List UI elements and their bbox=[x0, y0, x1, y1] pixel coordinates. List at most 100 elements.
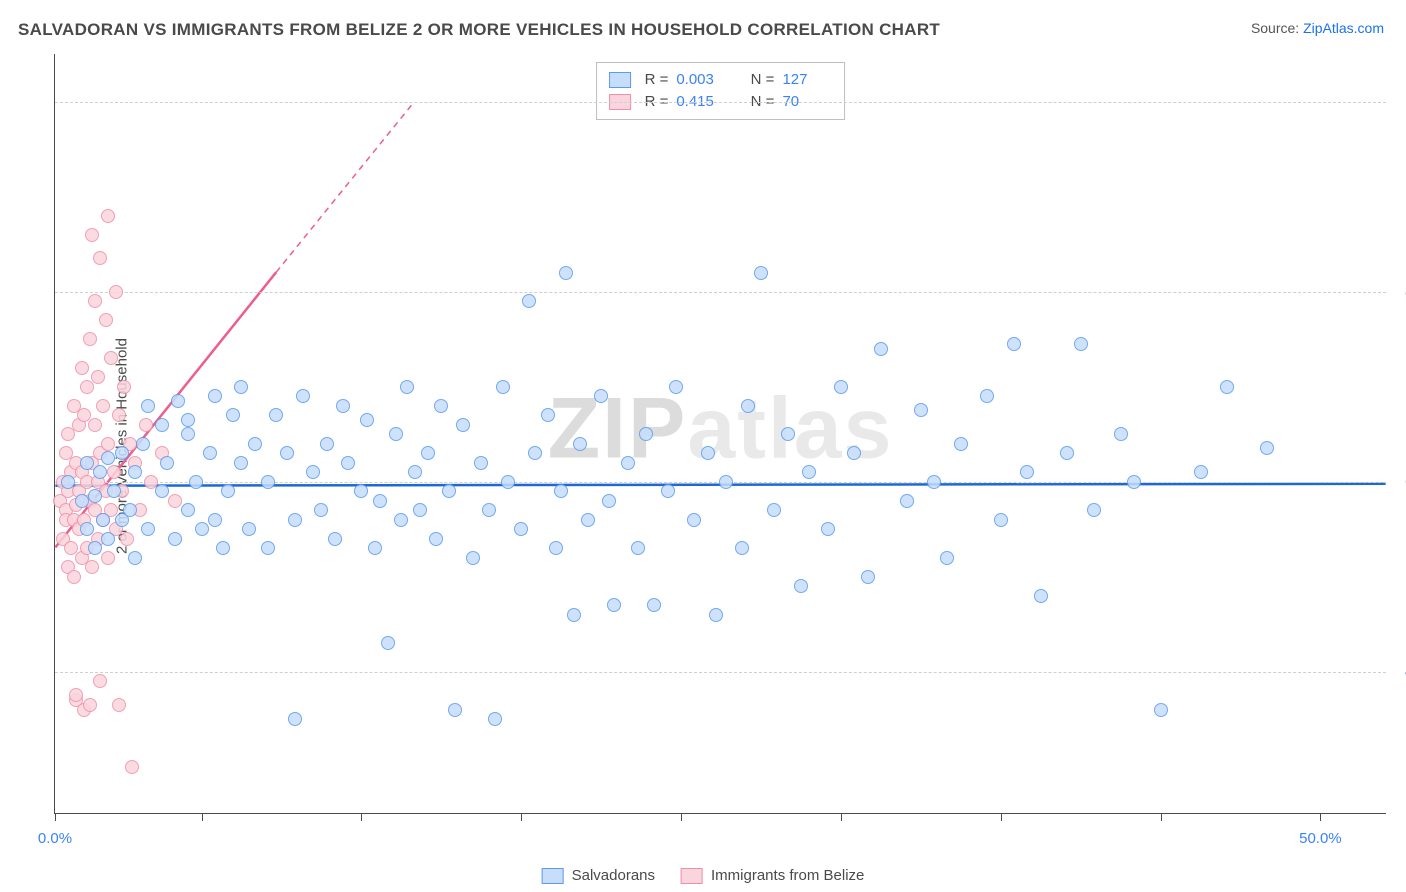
data-point-salvadoran bbox=[296, 389, 310, 403]
data-point-salvadoran bbox=[280, 446, 294, 460]
source-link[interactable]: ZipAtlas.com bbox=[1303, 20, 1384, 36]
legend-n-value: 127 bbox=[782, 69, 832, 91]
data-point-salvadoran bbox=[181, 413, 195, 427]
data-point-salvadoran bbox=[687, 513, 701, 527]
data-point-salvadoran bbox=[128, 551, 142, 565]
data-point-belize bbox=[88, 294, 102, 308]
data-point-salvadoran bbox=[341, 456, 355, 470]
chart-title: SALVADORAN VS IMMIGRANTS FROM BELIZE 2 O… bbox=[18, 20, 940, 40]
data-point-salvadoran bbox=[602, 494, 616, 508]
data-point-salvadoran bbox=[208, 389, 222, 403]
data-point-salvadoran bbox=[994, 513, 1008, 527]
data-point-salvadoran bbox=[216, 541, 230, 555]
data-point-salvadoran bbox=[567, 608, 581, 622]
data-point-belize bbox=[83, 332, 97, 346]
data-point-salvadoran bbox=[421, 446, 435, 460]
data-point-salvadoran bbox=[107, 484, 121, 498]
x-tick bbox=[681, 813, 682, 821]
data-point-salvadoran bbox=[496, 380, 510, 394]
data-point-salvadoran bbox=[1194, 465, 1208, 479]
y-tick-label: 80.0% bbox=[1391, 283, 1406, 300]
data-point-salvadoran bbox=[1087, 503, 1101, 517]
data-point-belize bbox=[99, 313, 113, 327]
legend-item: Immigrants from Belize bbox=[681, 867, 864, 884]
data-point-salvadoran bbox=[226, 408, 240, 422]
data-point-salvadoran bbox=[709, 608, 723, 622]
data-point-salvadoran bbox=[874, 342, 888, 356]
data-point-salvadoran bbox=[434, 399, 448, 413]
x-tick bbox=[202, 813, 203, 821]
data-point-salvadoran bbox=[101, 532, 115, 546]
data-point-salvadoran bbox=[669, 380, 683, 394]
data-point-belize bbox=[168, 494, 182, 508]
x-tick bbox=[361, 813, 362, 821]
data-point-salvadoran bbox=[1154, 703, 1168, 717]
data-point-salvadoran bbox=[242, 522, 256, 536]
data-point-salvadoran bbox=[389, 427, 403, 441]
data-point-salvadoran bbox=[1060, 446, 1074, 460]
legend-label: Immigrants from Belize bbox=[711, 867, 864, 884]
x-tick-label: 50.0% bbox=[1299, 830, 1342, 847]
data-point-belize bbox=[120, 532, 134, 546]
data-point-salvadoran bbox=[474, 456, 488, 470]
data-point-salvadoran bbox=[847, 446, 861, 460]
data-point-salvadoran bbox=[456, 418, 470, 432]
data-point-belize bbox=[139, 418, 153, 432]
data-point-salvadoran bbox=[141, 399, 155, 413]
data-point-salvadoran bbox=[400, 380, 414, 394]
legend-r-label: R = bbox=[645, 69, 669, 91]
legend-r-value: 0.003 bbox=[676, 69, 726, 91]
data-point-salvadoran bbox=[373, 494, 387, 508]
data-point-salvadoran bbox=[168, 532, 182, 546]
data-point-salvadoran bbox=[940, 551, 954, 565]
data-point-belize bbox=[93, 674, 107, 688]
data-point-salvadoran bbox=[900, 494, 914, 508]
data-point-salvadoran bbox=[203, 446, 217, 460]
data-point-salvadoran bbox=[607, 598, 621, 612]
legend-swatch bbox=[542, 868, 564, 884]
legend-n-label: N = bbox=[751, 69, 775, 91]
data-point-salvadoran bbox=[160, 456, 174, 470]
data-point-belize bbox=[75, 361, 89, 375]
data-point-belize bbox=[96, 399, 110, 413]
watermark-zip: ZIP bbox=[548, 380, 688, 476]
data-point-salvadoran bbox=[261, 541, 275, 555]
data-point-salvadoran bbox=[368, 541, 382, 555]
data-point-belize bbox=[112, 698, 126, 712]
data-point-salvadoran bbox=[701, 446, 715, 460]
correlation-legend: R = 0.003 N = 127R = 0.415 N = 70 bbox=[596, 62, 846, 120]
data-point-salvadoran bbox=[1020, 465, 1034, 479]
data-point-salvadoran bbox=[781, 427, 795, 441]
data-point-salvadoran bbox=[927, 475, 941, 489]
x-tick bbox=[841, 813, 842, 821]
y-tick-label: 100.0% bbox=[1391, 93, 1406, 110]
data-point-salvadoran bbox=[248, 437, 262, 451]
data-point-belize bbox=[85, 228, 99, 242]
data-point-salvadoran bbox=[522, 294, 536, 308]
data-point-salvadoran bbox=[528, 446, 542, 460]
x-tick bbox=[1001, 813, 1002, 821]
data-point-salvadoran bbox=[221, 484, 235, 498]
data-point-salvadoran bbox=[501, 475, 515, 489]
y-tick-label: 40.0% bbox=[1391, 663, 1406, 680]
data-point-salvadoran bbox=[735, 541, 749, 555]
data-point-salvadoran bbox=[381, 636, 395, 650]
data-point-salvadoran bbox=[861, 570, 875, 584]
data-point-salvadoran bbox=[429, 532, 443, 546]
data-point-salvadoran bbox=[80, 456, 94, 470]
data-point-salvadoran bbox=[189, 475, 203, 489]
data-point-salvadoran bbox=[661, 484, 675, 498]
x-tick bbox=[521, 813, 522, 821]
data-point-salvadoran bbox=[320, 437, 334, 451]
data-point-salvadoran bbox=[208, 513, 222, 527]
data-point-salvadoran bbox=[115, 446, 129, 460]
data-point-belize bbox=[85, 560, 99, 574]
data-point-belize bbox=[93, 251, 107, 265]
data-point-belize bbox=[125, 760, 139, 774]
data-point-belize bbox=[109, 285, 123, 299]
grid-line bbox=[55, 102, 1386, 103]
data-point-salvadoran bbox=[336, 399, 350, 413]
data-point-salvadoran bbox=[328, 532, 342, 546]
data-point-salvadoran bbox=[413, 503, 427, 517]
data-point-salvadoran bbox=[88, 489, 102, 503]
